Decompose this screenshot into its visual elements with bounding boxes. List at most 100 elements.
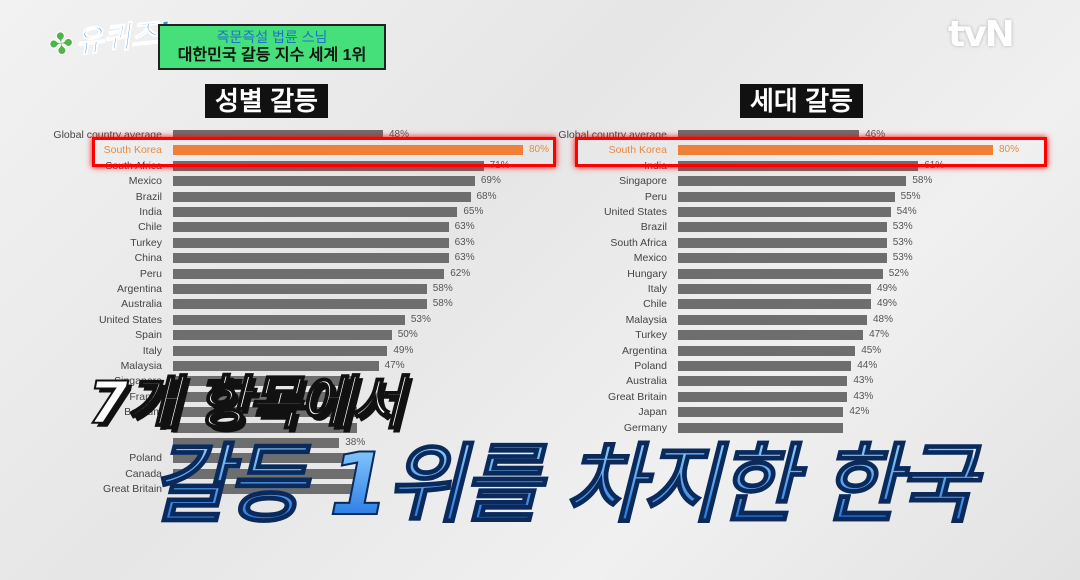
overlay-line2: 갈등 1위를 차지한 한국 bbox=[149, 435, 977, 535]
bar-label: Germany bbox=[623, 421, 667, 434]
channel-logo: tvN bbox=[948, 14, 1015, 55]
bar-value-label: 63% bbox=[454, 236, 475, 248]
bar-row: 38% bbox=[0, 437, 1080, 449]
bar bbox=[173, 284, 427, 294]
bar-row: Peru 62% bbox=[0, 268, 1080, 280]
bar-label: Japan bbox=[638, 406, 667, 419]
bar-label: France bbox=[129, 390, 162, 403]
bar-label: Italy bbox=[142, 344, 162, 357]
bar bbox=[173, 176, 475, 187]
bar bbox=[678, 345, 856, 356]
bar bbox=[678, 191, 895, 202]
bar-row: Great Britain bbox=[0, 483, 1080, 495]
bar-value-label: 54% bbox=[896, 206, 917, 217]
bar bbox=[173, 484, 357, 495]
bar-value-label: 63% bbox=[454, 221, 475, 233]
bar-label: South Africa bbox=[610, 236, 667, 249]
bar-value-label: 47% bbox=[384, 360, 405, 371]
bar-row: Australia 58% bbox=[0, 298, 1080, 310]
bar bbox=[173, 345, 388, 356]
bar bbox=[173, 237, 449, 248]
bar bbox=[173, 391, 357, 402]
bar-row: Brazil 53% bbox=[0, 221, 1080, 233]
bar bbox=[173, 130, 383, 140]
bar-row: Germany bbox=[0, 422, 1080, 434]
bar-value-label: 53% bbox=[892, 221, 913, 233]
bar-value-label: 68% bbox=[476, 190, 497, 202]
bar bbox=[678, 207, 891, 217]
bar bbox=[173, 191, 471, 202]
bar bbox=[678, 268, 883, 279]
bar-label: Malaysia bbox=[625, 313, 667, 326]
caption-box: 즉문즉설 법륜 스님 대한민국 갈등 지수 세계 1위 bbox=[158, 24, 386, 70]
bar bbox=[678, 222, 887, 233]
bar-row: South Korea 80% bbox=[0, 144, 1080, 156]
highlight-box-generation bbox=[575, 137, 1047, 167]
bar-value-label: 42% bbox=[849, 406, 870, 418]
bar-row: Argentina 58% bbox=[0, 283, 1080, 295]
bar-value-label: 80% bbox=[529, 144, 550, 156]
bar-label: Chile bbox=[643, 298, 667, 311]
bar-row: Japan 42% bbox=[0, 406, 1080, 418]
bar-value-label: 80% bbox=[999, 144, 1020, 156]
bar bbox=[173, 330, 392, 341]
bar bbox=[173, 314, 405, 325]
bar-row: South Africa 53% bbox=[0, 237, 1080, 249]
bar-value-label: 65% bbox=[463, 206, 484, 217]
bar-value-label: 44% bbox=[857, 360, 878, 371]
bar-label: Canada bbox=[125, 467, 162, 480]
bar-label: Hungary bbox=[627, 267, 667, 280]
bar-row: Peru 55% bbox=[0, 191, 1080, 203]
caption-line2: 대한민국 갈등 지수 세계 1위 bbox=[177, 47, 367, 64]
bar bbox=[678, 145, 993, 156]
bar-row: Argentina 45% bbox=[0, 345, 1080, 357]
bar-value-label: 53% bbox=[892, 252, 913, 264]
bar-label: Poland bbox=[129, 452, 162, 465]
bar-value-label: 46% bbox=[865, 129, 886, 140]
bar bbox=[678, 237, 887, 248]
bar-row: Turkey 47% bbox=[0, 329, 1080, 341]
bar bbox=[173, 438, 340, 448]
bar-value-label: 43% bbox=[853, 375, 874, 387]
bar bbox=[173, 222, 449, 233]
bar-label: Singapore bbox=[114, 375, 162, 388]
bar-row: Italy 49% bbox=[0, 345, 1080, 357]
bar-label: United States bbox=[603, 206, 667, 218]
bar bbox=[173, 407, 357, 418]
bar-value-label: 58% bbox=[432, 298, 453, 310]
chart-title-gender: 성별 갈등 bbox=[205, 84, 328, 118]
bar-label: Peru bbox=[644, 190, 667, 203]
bar-value-label: 38% bbox=[345, 437, 365, 449]
bar bbox=[678, 361, 852, 371]
bar-value-label: 52% bbox=[888, 267, 909, 279]
bar-label: Great Britain bbox=[103, 483, 162, 496]
bar-row: United States 53% bbox=[0, 314, 1080, 326]
bar-label: South Korea bbox=[608, 144, 667, 157]
bar bbox=[678, 330, 864, 341]
bar-label: Peru bbox=[139, 267, 162, 280]
bar-label: Turkey bbox=[635, 329, 667, 342]
bar-label: Poland bbox=[634, 360, 667, 372]
bar-label: South Korea bbox=[103, 144, 162, 157]
bar-value-label: 62% bbox=[450, 267, 471, 279]
bar-row: France bbox=[0, 391, 1080, 403]
bar bbox=[173, 453, 357, 464]
bar-row: Great Britain 43% bbox=[0, 391, 1080, 403]
bar-value-label: 49% bbox=[876, 298, 897, 310]
bar-value-label: 55% bbox=[900, 190, 921, 202]
bar bbox=[173, 207, 458, 217]
bar-row: Australia 43% bbox=[0, 375, 1080, 387]
bar-row: Turkey 63% bbox=[0, 237, 1080, 249]
bar-row: South Korea 80% bbox=[0, 144, 1080, 156]
bar bbox=[173, 422, 357, 433]
bar-label: Argentina bbox=[117, 283, 162, 295]
bar-value-label: 43% bbox=[853, 390, 874, 402]
bar bbox=[678, 284, 871, 294]
bar-value-label: 50% bbox=[397, 329, 418, 341]
bar-row: Poland bbox=[0, 452, 1080, 464]
bar-value-label: 58% bbox=[432, 283, 453, 294]
bar bbox=[678, 176, 907, 187]
bar-label: Argentina bbox=[622, 344, 667, 357]
bar-row: Chile 49% bbox=[0, 298, 1080, 310]
bar-label: United States bbox=[98, 313, 162, 326]
